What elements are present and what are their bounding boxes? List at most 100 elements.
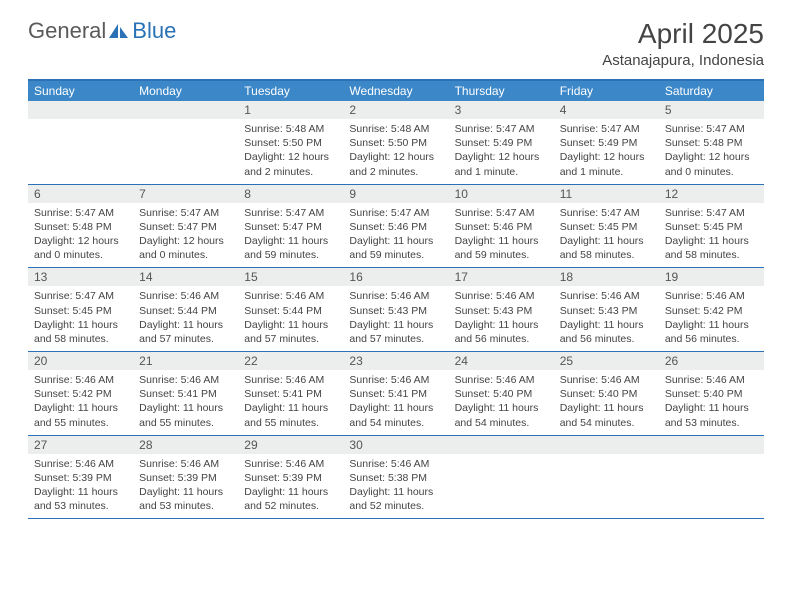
sunrise-text: Sunrise: 5:46 AM	[244, 289, 337, 303]
day-details: Sunrise: 5:46 AMSunset: 5:42 PMDaylight:…	[659, 286, 764, 351]
sunrise-text: Sunrise: 5:47 AM	[560, 206, 653, 220]
daylight-text: Daylight: 12 hours and 1 minute.	[455, 150, 548, 178]
day-details: Sunrise: 5:46 AMSunset: 5:42 PMDaylight:…	[28, 370, 133, 435]
sunset-text: Sunset: 5:47 PM	[139, 220, 232, 234]
sunset-text: Sunset: 5:42 PM	[34, 387, 127, 401]
daylight-text: Daylight: 12 hours and 2 minutes.	[349, 150, 442, 178]
day-cell: 9Sunrise: 5:47 AMSunset: 5:46 PMDaylight…	[343, 185, 448, 268]
day-number: 29	[238, 436, 343, 454]
sunrise-text: Sunrise: 5:47 AM	[455, 122, 548, 136]
day-cell: 28Sunrise: 5:46 AMSunset: 5:39 PMDayligh…	[133, 436, 238, 519]
sunset-text: Sunset: 5:46 PM	[349, 220, 442, 234]
day-number: 17	[449, 268, 554, 286]
day-number: 27	[28, 436, 133, 454]
day-cell: 21Sunrise: 5:46 AMSunset: 5:41 PMDayligh…	[133, 352, 238, 435]
day-cell: 12Sunrise: 5:47 AMSunset: 5:45 PMDayligh…	[659, 185, 764, 268]
daylight-text: Daylight: 11 hours and 52 minutes.	[349, 485, 442, 513]
daylight-text: Daylight: 11 hours and 54 minutes.	[455, 401, 548, 429]
sunset-text: Sunset: 5:45 PM	[665, 220, 758, 234]
day-details: Sunrise: 5:47 AMSunset: 5:46 PMDaylight:…	[449, 203, 554, 268]
day-cell	[449, 436, 554, 519]
day-details: Sunrise: 5:47 AMSunset: 5:48 PMDaylight:…	[659, 119, 764, 184]
day-number: 10	[449, 185, 554, 203]
sunrise-text: Sunrise: 5:47 AM	[34, 206, 127, 220]
daylight-text: Daylight: 11 hours and 53 minutes.	[34, 485, 127, 513]
sunrise-text: Sunrise: 5:46 AM	[34, 457, 127, 471]
logo-text-general: General	[28, 18, 106, 44]
logo-text-blue: Blue	[132, 18, 176, 44]
week-row: 20Sunrise: 5:46 AMSunset: 5:42 PMDayligh…	[28, 352, 764, 436]
day-cell: 16Sunrise: 5:46 AMSunset: 5:43 PMDayligh…	[343, 268, 448, 351]
week-row: 27Sunrise: 5:46 AMSunset: 5:39 PMDayligh…	[28, 436, 764, 520]
sunrise-text: Sunrise: 5:48 AM	[244, 122, 337, 136]
sunset-text: Sunset: 5:42 PM	[665, 304, 758, 318]
header: General Blue April 2025 Astanajapura, In…	[28, 18, 764, 69]
day-details: Sunrise: 5:46 AMSunset: 5:41 PMDaylight:…	[238, 370, 343, 435]
week-row: 1Sunrise: 5:48 AMSunset: 5:50 PMDaylight…	[28, 101, 764, 185]
day-details: Sunrise: 5:48 AMSunset: 5:50 PMDaylight:…	[343, 119, 448, 184]
weekday-sunday: Sunday	[28, 81, 133, 101]
daylight-text: Daylight: 11 hours and 56 minutes.	[560, 318, 653, 346]
daylight-text: Daylight: 11 hours and 52 minutes.	[244, 485, 337, 513]
day-number: 13	[28, 268, 133, 286]
day-cell: 8Sunrise: 5:47 AMSunset: 5:47 PMDaylight…	[238, 185, 343, 268]
day-cell: 24Sunrise: 5:46 AMSunset: 5:40 PMDayligh…	[449, 352, 554, 435]
day-number: 28	[133, 436, 238, 454]
sunrise-text: Sunrise: 5:48 AM	[349, 122, 442, 136]
daylight-text: Daylight: 11 hours and 58 minutes.	[34, 318, 127, 346]
empty-daynum-bar	[554, 436, 659, 454]
daylight-text: Daylight: 11 hours and 53 minutes.	[139, 485, 232, 513]
day-number: 30	[343, 436, 448, 454]
sunset-text: Sunset: 5:43 PM	[455, 304, 548, 318]
day-details: Sunrise: 5:47 AMSunset: 5:45 PMDaylight:…	[28, 286, 133, 351]
day-number: 14	[133, 268, 238, 286]
daylight-text: Daylight: 11 hours and 55 minutes.	[34, 401, 127, 429]
empty-daynum-bar	[28, 101, 133, 119]
day-number: 12	[659, 185, 764, 203]
weekday-wednesday: Wednesday	[343, 81, 448, 101]
sunrise-text: Sunrise: 5:46 AM	[665, 373, 758, 387]
day-details: Sunrise: 5:46 AMSunset: 5:39 PMDaylight:…	[28, 454, 133, 519]
sunset-text: Sunset: 5:44 PM	[244, 304, 337, 318]
logo-sail-icon	[108, 23, 130, 39]
sunset-text: Sunset: 5:40 PM	[560, 387, 653, 401]
day-cell: 27Sunrise: 5:46 AMSunset: 5:39 PMDayligh…	[28, 436, 133, 519]
day-number: 23	[343, 352, 448, 370]
day-number: 2	[343, 101, 448, 119]
sunset-text: Sunset: 5:49 PM	[455, 136, 548, 150]
sunrise-text: Sunrise: 5:46 AM	[455, 373, 548, 387]
day-number: 25	[554, 352, 659, 370]
sunrise-text: Sunrise: 5:46 AM	[139, 373, 232, 387]
sunset-text: Sunset: 5:48 PM	[34, 220, 127, 234]
weekday-monday: Monday	[133, 81, 238, 101]
sunrise-text: Sunrise: 5:47 AM	[139, 206, 232, 220]
day-cell: 5Sunrise: 5:47 AMSunset: 5:48 PMDaylight…	[659, 101, 764, 184]
week-row: 13Sunrise: 5:47 AMSunset: 5:45 PMDayligh…	[28, 268, 764, 352]
day-cell: 15Sunrise: 5:46 AMSunset: 5:44 PMDayligh…	[238, 268, 343, 351]
sunrise-text: Sunrise: 5:46 AM	[139, 289, 232, 303]
day-number: 18	[554, 268, 659, 286]
daylight-text: Daylight: 11 hours and 54 minutes.	[349, 401, 442, 429]
empty-daynum-bar	[133, 101, 238, 119]
day-cell: 29Sunrise: 5:46 AMSunset: 5:39 PMDayligh…	[238, 436, 343, 519]
sunset-text: Sunset: 5:45 PM	[34, 304, 127, 318]
daylight-text: Daylight: 11 hours and 53 minutes.	[665, 401, 758, 429]
day-cell: 11Sunrise: 5:47 AMSunset: 5:45 PMDayligh…	[554, 185, 659, 268]
sunset-text: Sunset: 5:39 PM	[34, 471, 127, 485]
sunset-text: Sunset: 5:41 PM	[244, 387, 337, 401]
daylight-text: Daylight: 11 hours and 59 minutes.	[349, 234, 442, 262]
sunset-text: Sunset: 5:48 PM	[665, 136, 758, 150]
day-cell: 13Sunrise: 5:47 AMSunset: 5:45 PMDayligh…	[28, 268, 133, 351]
sunset-text: Sunset: 5:45 PM	[560, 220, 653, 234]
daylight-text: Daylight: 12 hours and 2 minutes.	[244, 150, 337, 178]
day-number: 4	[554, 101, 659, 119]
weekday-thursday: Thursday	[449, 81, 554, 101]
sunset-text: Sunset: 5:38 PM	[349, 471, 442, 485]
weekday-tuesday: Tuesday	[238, 81, 343, 101]
sunset-text: Sunset: 5:47 PM	[244, 220, 337, 234]
day-number: 1	[238, 101, 343, 119]
day-number: 21	[133, 352, 238, 370]
logo: General Blue	[28, 18, 176, 44]
day-details: Sunrise: 5:46 AMSunset: 5:41 PMDaylight:…	[133, 370, 238, 435]
daylight-text: Daylight: 11 hours and 56 minutes.	[455, 318, 548, 346]
